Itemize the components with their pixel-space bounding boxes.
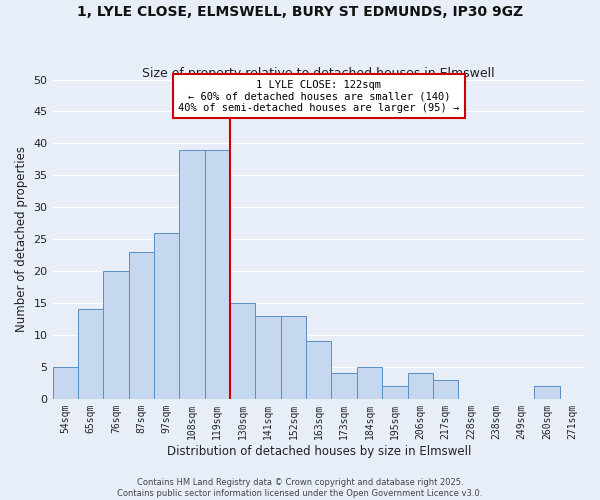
Bar bbox=[534, 386, 560, 399]
Bar bbox=[382, 386, 407, 399]
Bar bbox=[78, 310, 103, 399]
Title: Size of property relative to detached houses in Elmswell: Size of property relative to detached ho… bbox=[142, 66, 495, 80]
Text: 1, LYLE CLOSE, ELMSWELL, BURY ST EDMUNDS, IP30 9GZ: 1, LYLE CLOSE, ELMSWELL, BURY ST EDMUNDS… bbox=[77, 5, 523, 19]
Bar bbox=[154, 233, 179, 399]
Bar bbox=[331, 374, 357, 399]
X-axis label: Distribution of detached houses by size in Elmswell: Distribution of detached houses by size … bbox=[167, 444, 471, 458]
Bar bbox=[281, 316, 306, 399]
Text: Contains HM Land Registry data © Crown copyright and database right 2025.
Contai: Contains HM Land Registry data © Crown c… bbox=[118, 478, 482, 498]
Bar bbox=[306, 342, 331, 399]
Bar bbox=[205, 150, 230, 399]
Bar bbox=[53, 367, 78, 399]
Bar bbox=[407, 374, 433, 399]
Y-axis label: Number of detached properties: Number of detached properties bbox=[15, 146, 28, 332]
Bar bbox=[230, 303, 256, 399]
Bar bbox=[357, 367, 382, 399]
Bar bbox=[179, 150, 205, 399]
Bar bbox=[433, 380, 458, 399]
Text: 1 LYLE CLOSE: 122sqm
← 60% of detached houses are smaller (140)
40% of semi-deta: 1 LYLE CLOSE: 122sqm ← 60% of detached h… bbox=[178, 80, 460, 112]
Bar bbox=[103, 271, 128, 399]
Bar bbox=[128, 252, 154, 399]
Bar bbox=[256, 316, 281, 399]
